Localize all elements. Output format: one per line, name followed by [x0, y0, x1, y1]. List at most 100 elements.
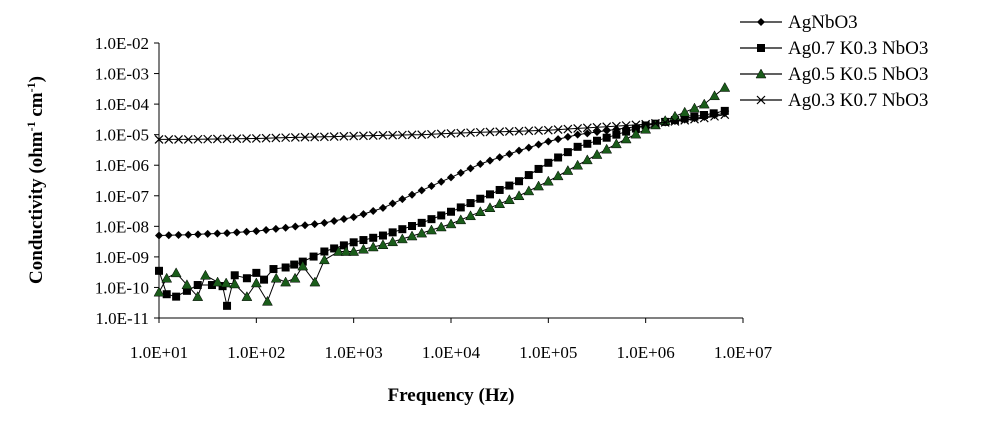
data-point: [223, 229, 232, 238]
data-point: [242, 274, 251, 283]
data-point: [465, 210, 476, 221]
data-point: [290, 260, 299, 269]
data-point: [562, 165, 574, 175]
data-point: [349, 213, 358, 222]
x-axis-title: Frequency (Hz): [388, 385, 515, 406]
data-point: [330, 244, 339, 253]
data-point: [669, 110, 681, 121]
data-point: [241, 291, 253, 301]
data-point: [689, 102, 700, 113]
data-point: [552, 170, 564, 181]
data-point: [417, 130, 427, 140]
data-point: [456, 203, 465, 212]
data-point: [192, 291, 204, 301]
data-point: [699, 113, 709, 123]
data-point: [709, 90, 720, 101]
data-point: [533, 180, 544, 191]
data-point: [534, 126, 543, 135]
series-3: [153, 81, 731, 306]
data-point: [494, 198, 506, 209]
data-point: [319, 132, 329, 142]
data-point: [680, 114, 689, 123]
data-point: [720, 106, 729, 115]
data-point: [271, 224, 280, 233]
data-point: [602, 122, 612, 132]
data-point: [261, 133, 271, 143]
data-point: [213, 229, 222, 238]
data-point: [690, 114, 699, 124]
data-point: [297, 260, 309, 271]
data-point: [612, 130, 621, 139]
data-point: [289, 272, 301, 283]
data-point: [435, 221, 447, 232]
data-point: [222, 134, 232, 144]
data-point: [290, 133, 300, 142]
data-point: [301, 221, 309, 230]
data-point: [437, 177, 446, 186]
data-point: [581, 154, 593, 165]
data-point: [554, 153, 563, 162]
data-point: [359, 210, 368, 219]
data-point: [340, 245, 352, 256]
data-point: [670, 117, 680, 126]
data-point: [524, 126, 534, 136]
data-point: [154, 134, 164, 144]
data-point: [554, 135, 563, 144]
legend: AgNbO3 Ag0.7 K0.3 NbO3 Ag0.5 K0.5 NbO3 Ag0.…: [740, 12, 928, 111]
data-point: [455, 214, 467, 225]
data-point: [466, 164, 475, 173]
data-point: [349, 238, 358, 247]
x-tick-labels: 1.0E+01 1.0E+02 1.0E+03 1.0E+04 1.0E+05 1.0E+…: [130, 343, 773, 362]
series-layer: [153, 81, 731, 310]
data-point: [514, 126, 524, 136]
data-point: [690, 112, 699, 121]
data-point: [593, 127, 601, 136]
x-tick-label: 1.0E+07: [714, 343, 773, 362]
data-point: [387, 236, 399, 247]
data-point: [161, 272, 173, 283]
legend-marker: [755, 68, 767, 79]
data-point: [388, 130, 398, 140]
data-point: [310, 220, 319, 229]
data-point: [229, 278, 241, 289]
data-point: [650, 119, 661, 130]
data-point: [339, 241, 348, 250]
data-point: [720, 110, 730, 120]
data-point: [485, 190, 494, 199]
data-point: [719, 81, 731, 92]
data-point: [543, 125, 553, 135]
data-point: [456, 168, 465, 177]
data-point: [164, 231, 173, 240]
data-point: [466, 128, 475, 138]
data-point: [436, 129, 446, 139]
data-point: [456, 128, 466, 138]
series-line: [158, 87, 726, 303]
data-point: [426, 224, 437, 235]
data-point: [269, 265, 278, 274]
data-point: [620, 133, 632, 144]
data-point: [709, 109, 718, 118]
data-point: [631, 124, 640, 133]
data-point: [427, 215, 436, 224]
data-point: [223, 301, 232, 310]
data-point: [155, 231, 163, 240]
y-tick-label: 1.0E-09: [95, 248, 149, 267]
data-point: [542, 175, 554, 186]
data-point: [447, 207, 455, 216]
x-tick-label: 1.0E+02: [227, 343, 285, 362]
data-point: [563, 124, 573, 134]
data-point: [348, 245, 360, 256]
data-point: [437, 211, 446, 220]
data-point: [330, 216, 339, 225]
data-point: [523, 185, 535, 196]
data-point: [474, 206, 486, 217]
data-point: [417, 186, 426, 195]
data-point: [252, 227, 261, 236]
data-point: [680, 115, 690, 125]
series-2: [155, 106, 729, 310]
y-tick-label: 1.0E-07: [95, 187, 150, 206]
legend-label: Ag0.3 K0.7 NbO3: [788, 90, 928, 111]
data-point: [601, 143, 613, 154]
data-point: [445, 218, 457, 229]
